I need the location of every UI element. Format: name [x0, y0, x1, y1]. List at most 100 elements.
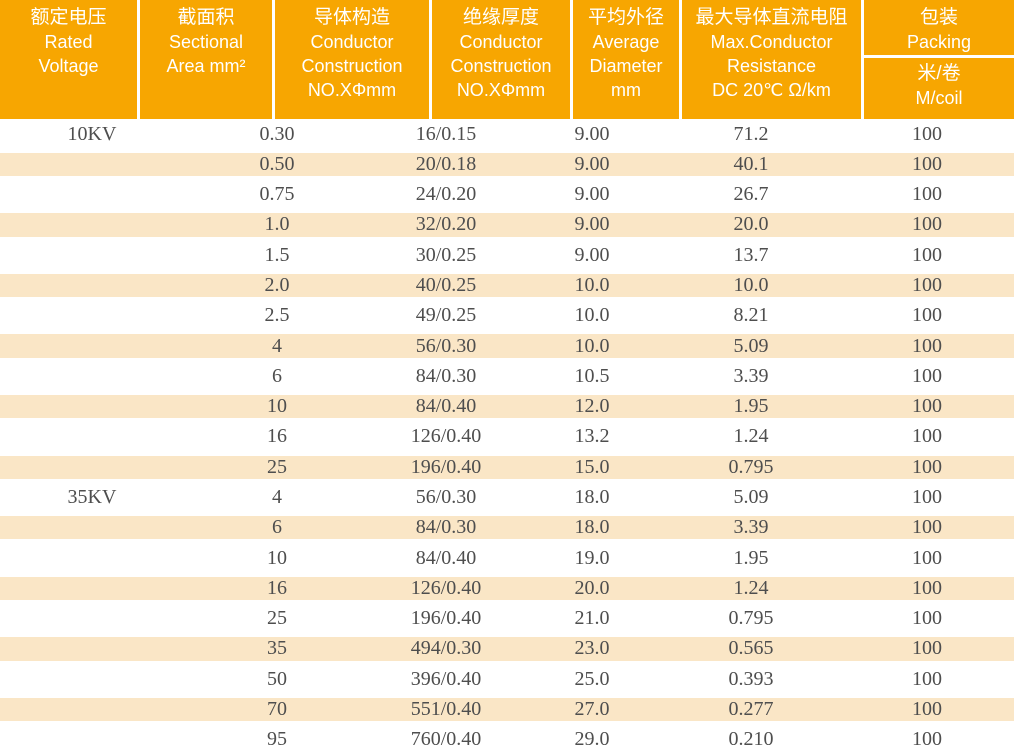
cell-packing: 100: [912, 516, 942, 539]
table-row: 35 494/0.30 23.0 0.565 100: [0, 634, 1014, 664]
cell-sectional-area: 0.30: [259, 122, 295, 145]
table-row: 6 84/0.30 10.5 3.39 100: [0, 361, 1014, 391]
cell-sectional-area: 6: [272, 364, 282, 387]
header-average-diameter: 平均外径 Average Diameter mm: [573, 0, 679, 119]
cell-packing: 100: [912, 576, 942, 599]
cell-max-resistance: 3.39: [733, 516, 769, 539]
cell-conductor-construction: 40/0.25: [415, 274, 477, 297]
cell-sectional-area: 16: [267, 425, 287, 448]
table-row: 70 551/0.40 27.0 0.277 100: [0, 694, 1014, 724]
cell-max-resistance: 0.795: [728, 607, 774, 630]
cell-packing: 100: [912, 243, 942, 266]
table-row: 16 126/0.40 13.2 1.24 100: [0, 422, 1014, 452]
cell-packing: 100: [912, 122, 942, 145]
cell-packing: 100: [912, 425, 942, 448]
header-packing-unit-zh: 米/卷: [917, 63, 961, 84]
cell-conductor-construction: 20/0.18: [415, 152, 477, 175]
table-row: 25 196/0.40 15.0 0.795 100: [0, 452, 1014, 482]
cell-average-diameter: 12.0: [574, 395, 610, 418]
cell-sectional-area: 10: [267, 395, 287, 418]
cell-sectional-area: 0.75: [259, 183, 295, 206]
cell-sectional-area: 4: [272, 486, 282, 509]
cell-average-diameter: 20.0: [574, 576, 610, 599]
cell-packing: 100: [912, 637, 942, 660]
cell-conductor-construction: 196/0.40: [410, 455, 482, 478]
cell-max-resistance: 0.277: [728, 697, 774, 720]
table-row: 0.50 20/0.18 9.00 40.1 100: [0, 149, 1014, 179]
packing-divider: [864, 55, 1014, 58]
cell-packing: 100: [912, 304, 942, 327]
cell-packing: 100: [912, 486, 942, 509]
cell-average-diameter: 10.0: [574, 304, 610, 327]
cell-sectional-area: 2.5: [264, 304, 290, 327]
cell-conductor-construction: 126/0.40: [410, 425, 482, 448]
header-max-resistance: 最大导体直流电阻 Max.Conductor Resistance DC 20℃…: [682, 0, 861, 119]
cell-max-resistance: 1.95: [733, 546, 769, 569]
cell-packing: 100: [912, 334, 942, 357]
table-row: 1.5 30/0.25 9.00 13.7 100: [0, 240, 1014, 270]
cell-sectional-area: 70: [267, 697, 287, 720]
header-conductor-construction-en: Conductor Construction NO.XΦmm: [301, 32, 403, 100]
cell-sectional-area: 95: [267, 728, 287, 751]
cell-average-diameter: 10.0: [574, 334, 610, 357]
cell-conductor-construction: 196/0.40: [410, 607, 482, 630]
cell-conductor-construction: 84/0.40: [415, 546, 477, 569]
cell-max-resistance: 8.21: [733, 304, 769, 327]
cell-conductor-construction: 56/0.30: [415, 334, 477, 357]
table-row: 2.0 40/0.25 10.0 10.0 100: [0, 270, 1014, 300]
cell-conductor-construction: 396/0.40: [410, 667, 482, 690]
cell-sectional-area: 6: [272, 516, 282, 539]
header-insulation-thickness-zh: 绝缘厚度: [462, 7, 539, 28]
table-row: 50 396/0.40 25.0 0.393 100: [0, 664, 1014, 694]
cell-sectional-area: 0.50: [259, 152, 295, 175]
header-max-resistance-en: Max.Conductor Resistance DC 20℃ Ω/km: [710, 32, 833, 100]
cell-conductor-construction: 49/0.25: [415, 304, 477, 327]
cell-max-resistance: 13.7: [733, 243, 769, 266]
cell-conductor-construction: 84/0.30: [415, 364, 477, 387]
cell-sectional-area: 50: [267, 667, 287, 690]
cell-sectional-area: 25: [267, 455, 287, 478]
cell-max-resistance: 0.393: [728, 667, 774, 690]
header-packing-zh: 包装: [919, 7, 958, 28]
table-row: 6 84/0.30 18.0 3.39 100: [0, 513, 1014, 543]
cell-max-resistance: 0.795: [728, 455, 774, 478]
cell-max-resistance: 20.0: [733, 213, 769, 236]
cell-packing: 100: [912, 364, 942, 387]
header-rated-voltage: 额定电压 Rated Voltage: [0, 0, 137, 119]
cell-conductor-construction: 32/0.20: [415, 213, 477, 236]
cell-max-resistance: 10.0: [733, 274, 769, 297]
cell-average-diameter: 15.0: [574, 455, 610, 478]
cell-average-diameter: 18.0: [574, 486, 610, 509]
cell-packing: 100: [912, 455, 942, 478]
cell-conductor-construction: 84/0.30: [415, 516, 477, 539]
cell-sectional-area: 25: [267, 607, 287, 630]
cell-conductor-construction: 494/0.30: [410, 637, 482, 660]
cell-average-diameter: 10.0: [574, 274, 610, 297]
cell-max-resistance: 0.210: [728, 728, 774, 751]
header-sectional-area-zh: 截面积: [177, 7, 235, 28]
cell-average-diameter: 19.0: [574, 546, 610, 569]
table-row: 2.5 49/0.25 10.0 8.21 100: [0, 301, 1014, 331]
cell-packing: 100: [912, 728, 942, 751]
table-row: 95 760/0.40 29.0 0.210 100: [0, 725, 1014, 755]
cell-average-diameter: 10.5: [574, 364, 610, 387]
cell-average-diameter: 9.00: [574, 213, 610, 236]
header-insulation-thickness-en: Conductor Construction NO.XΦmm: [450, 32, 552, 100]
cell-packing: 100: [912, 667, 942, 690]
header-rated-voltage-en: Rated Voltage: [38, 32, 99, 76]
cell-packing: 100: [912, 152, 942, 175]
cell-max-resistance: 1.24: [733, 576, 769, 599]
table-row: 0.75 24/0.20 9.00 26.7 100: [0, 180, 1014, 210]
cell-average-diameter: 18.0: [574, 516, 610, 539]
header-conductor-construction-zh: 导体构造: [313, 7, 390, 28]
cell-packing: 100: [912, 213, 942, 236]
header-packing-unit-en: M/coil: [915, 88, 963, 108]
table-row: 16 126/0.40 20.0 1.24 100: [0, 573, 1014, 603]
cell-average-diameter: 9.00: [574, 243, 610, 266]
cell-packing: 100: [912, 697, 942, 720]
cell-average-diameter: 25.0: [574, 667, 610, 690]
cell-conductor-construction: 24/0.20: [415, 183, 477, 206]
table-row: 10KV 0.30 16/0.15 9.00 71.2 100: [0, 119, 1014, 149]
header-average-diameter-zh: 平均外径: [587, 7, 664, 28]
